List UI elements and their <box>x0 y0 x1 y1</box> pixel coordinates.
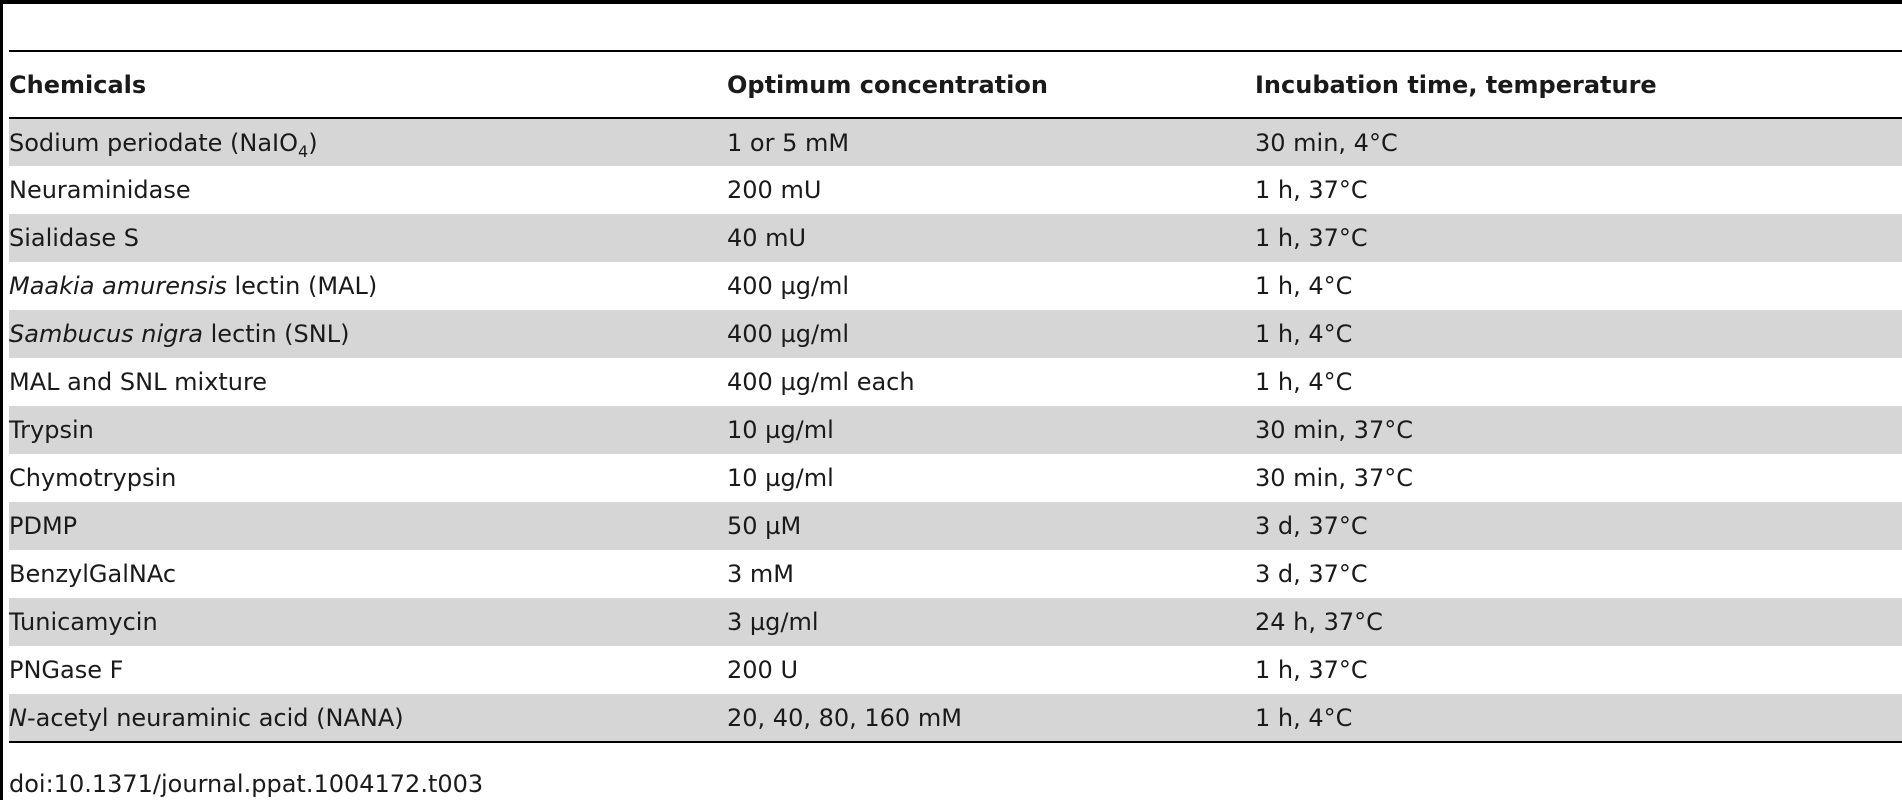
table-row: Sodium periodate (NaIO4) 1 or 5 mM 30 mi… <box>9 118 1902 166</box>
chemical-italic: Sambucus nigra <box>9 320 203 348</box>
cell-chemical: Maakia amurensis lectin (MAL) <box>9 262 727 310</box>
header-chemicals: Chemicals <box>9 70 147 99</box>
cell-incubation: 1 h, 4°C <box>1255 703 1353 732</box>
cell-concentration: 400 µg/ml each <box>727 368 915 396</box>
cell-incubation: 3 d, 37°C <box>1255 512 1368 540</box>
cell-chemical: PDMP <box>9 512 78 540</box>
table-row: BenzylGalNAc 3 mM 3 d, 37°C <box>9 550 1902 598</box>
cell-chemical: MAL and SNL mixture <box>9 368 268 396</box>
cell-chemical: Trypsin <box>9 416 94 444</box>
cell-concentration: 40 mU <box>727 224 807 252</box>
table-row: Chymotrypsin 10 µg/ml 30 min, 37°C <box>9 454 1902 502</box>
chemical-rest: -acetyl neuraminic acid (NANA) <box>26 703 404 732</box>
table-header: Chemicals Optimum concentration Incubati… <box>9 51 1902 118</box>
chemical-rest: lectin (SNL) <box>203 320 350 348</box>
cell-chemical: Sodium periodate (NaIO4) <box>9 118 727 166</box>
cell-concentration: 1 or 5 mM <box>727 128 850 157</box>
cell-chemical: N-acetyl neuraminic acid (NANA) <box>9 694 727 742</box>
table-row: Sambucus nigra lectin (SNL) 400 µg/ml 1 … <box>9 310 1902 358</box>
table-row: MAL and SNL mixture 400 µg/ml each 1 h, … <box>9 358 1902 406</box>
cell-concentration: 200 mU <box>727 176 822 204</box>
cell-concentration: 400 µg/ml <box>727 272 850 300</box>
cell-chemical: PNGase F <box>9 656 124 684</box>
cell-chemical: Sambucus nigra lectin (SNL) <box>9 310 727 358</box>
header-row: Chemicals Optimum concentration Incubati… <box>9 51 1902 118</box>
cell-chemical: Tunicamycin <box>9 608 158 636</box>
cell-concentration: 10 µg/ml <box>727 464 834 492</box>
cell-incubation: 1 h, 4°C <box>1255 320 1353 348</box>
cell-incubation: 3 d, 37°C <box>1255 560 1368 588</box>
cell-chemical: Neuraminidase <box>9 176 191 204</box>
table-body: Sodium periodate (NaIO4) 1 or 5 mM 30 mi… <box>9 118 1902 742</box>
cell-concentration: 50 µM <box>727 512 802 540</box>
top-border-rule <box>0 0 1902 4</box>
chemical-subscript: 4 <box>298 141 309 161</box>
cell-incubation: 1 h, 37°C <box>1255 224 1368 252</box>
header-optimum-concentration: Optimum concentration <box>727 70 1048 99</box>
table-row: PNGase F 200 U 1 h, 37°C <box>9 646 1902 694</box>
table-row: PDMP 50 µM 3 d, 37°C <box>9 502 1902 550</box>
cell-incubation: 30 min, 4°C <box>1255 128 1398 157</box>
chemical-italic: N <box>9 703 27 732</box>
table-container: Chemicals Optimum concentration Incubati… <box>9 50 1902 743</box>
cell-chemical: Sialidase S <box>9 224 140 252</box>
cell-incubation: 1 h, 4°C <box>1255 272 1353 300</box>
doi-caption[interactable]: doi:10.1371/journal.ppat.1004172.t003 <box>9 770 484 798</box>
cell-chemical: Chymotrypsin <box>9 464 177 492</box>
cell-concentration: 200 U <box>727 656 799 684</box>
table-row: Trypsin 10 µg/ml 30 min, 37°C <box>9 406 1902 454</box>
table-row: Neuraminidase 200 mU 1 h, 37°C <box>9 166 1902 214</box>
cell-concentration: 20, 40, 80, 160 mM <box>727 703 962 732</box>
table-row: Maakia amurensis lectin (MAL) 400 µg/ml … <box>9 262 1902 310</box>
cell-incubation: 30 min, 37°C <box>1255 416 1413 444</box>
cell-incubation: 1 h, 37°C <box>1255 656 1368 684</box>
cell-chemical: BenzylGalNAc <box>9 560 177 588</box>
cell-concentration: 10 µg/ml <box>727 416 834 444</box>
table-row: Tunicamycin 3 µg/ml 24 h, 37°C <box>9 598 1902 646</box>
cell-incubation: 1 h, 4°C <box>1255 368 1353 396</box>
chemical-name-end: ) <box>308 128 318 157</box>
chemical-italic: Maakia amurensis <box>9 272 227 300</box>
left-border-rule <box>0 0 3 800</box>
chemical-rest: lectin (MAL) <box>226 272 378 300</box>
cell-incubation: 24 h, 37°C <box>1255 608 1383 636</box>
cell-concentration: 400 µg/ml <box>727 320 850 348</box>
cell-concentration: 3 µg/ml <box>727 608 819 636</box>
cell-concentration: 3 mM <box>727 560 794 588</box>
chemicals-table: Chemicals Optimum concentration Incubati… <box>9 50 1902 743</box>
table-row: Sialidase S 40 mU 1 h, 37°C <box>9 214 1902 262</box>
cell-incubation: 30 min, 37°C <box>1255 464 1413 492</box>
cell-incubation: 1 h, 37°C <box>1255 176 1368 204</box>
chemical-name: Sodium periodate (NaIO <box>9 128 298 157</box>
header-incubation: Incubation time, temperature <box>1255 70 1657 99</box>
table-row: N-acetyl neuraminic acid (NANA) 20, 40, … <box>9 694 1902 742</box>
